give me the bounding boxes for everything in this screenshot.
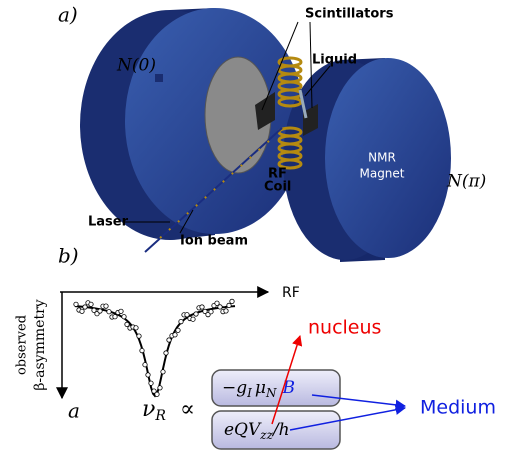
point <box>155 392 159 396</box>
point <box>224 309 228 313</box>
point <box>191 317 195 321</box>
label: Liquid <box>312 53 357 68</box>
label: ∝ <box>180 397 195 422</box>
point <box>185 313 189 317</box>
label: Coil <box>264 180 291 195</box>
formula: eQVzz/h <box>224 420 290 442</box>
label: Laser <box>88 215 129 230</box>
label: Medium <box>420 397 496 419</box>
panel-label: a) <box>58 3 78 27</box>
point <box>98 309 102 313</box>
axis-label: β-asymmetry <box>32 299 48 390</box>
axis-label: observed <box>15 315 30 375</box>
point <box>218 305 222 309</box>
point <box>167 338 171 342</box>
point <box>200 305 204 309</box>
point <box>122 315 126 319</box>
point <box>158 386 162 390</box>
point <box>227 303 231 307</box>
point <box>107 310 111 314</box>
label: NMR <box>368 151 396 165</box>
label: a <box>68 399 80 423</box>
point <box>89 302 93 306</box>
point <box>143 363 147 367</box>
panel-label: b) <box>58 244 79 268</box>
label: N(π) <box>446 172 486 192</box>
point <box>209 310 213 314</box>
point <box>146 373 150 377</box>
label: nucleus <box>308 317 381 339</box>
point <box>83 305 87 309</box>
point <box>194 312 198 316</box>
label: Scintillators <box>305 7 394 22</box>
point <box>173 333 177 337</box>
point <box>149 381 153 385</box>
label: Magnet <box>359 167 404 181</box>
point <box>137 334 141 338</box>
point <box>104 304 108 308</box>
fit-line <box>75 306 235 396</box>
point <box>80 309 84 313</box>
figure: a) Scintillators Liquid N(0) N(π) NMR Ma… <box>0 0 522 457</box>
apparatus <box>80 8 451 262</box>
axis-label: RF <box>282 285 300 301</box>
resonance-curve <box>74 299 235 396</box>
point <box>215 301 219 305</box>
point <box>161 370 165 374</box>
point <box>119 309 123 313</box>
point <box>74 302 78 306</box>
label: νR <box>142 397 166 424</box>
label: N(0) <box>116 56 156 76</box>
point <box>113 315 117 319</box>
point <box>134 326 138 330</box>
point <box>230 299 234 303</box>
label: Ion beam <box>180 234 248 249</box>
point <box>176 328 180 332</box>
point <box>164 351 168 355</box>
point <box>179 319 183 323</box>
point <box>140 348 144 352</box>
